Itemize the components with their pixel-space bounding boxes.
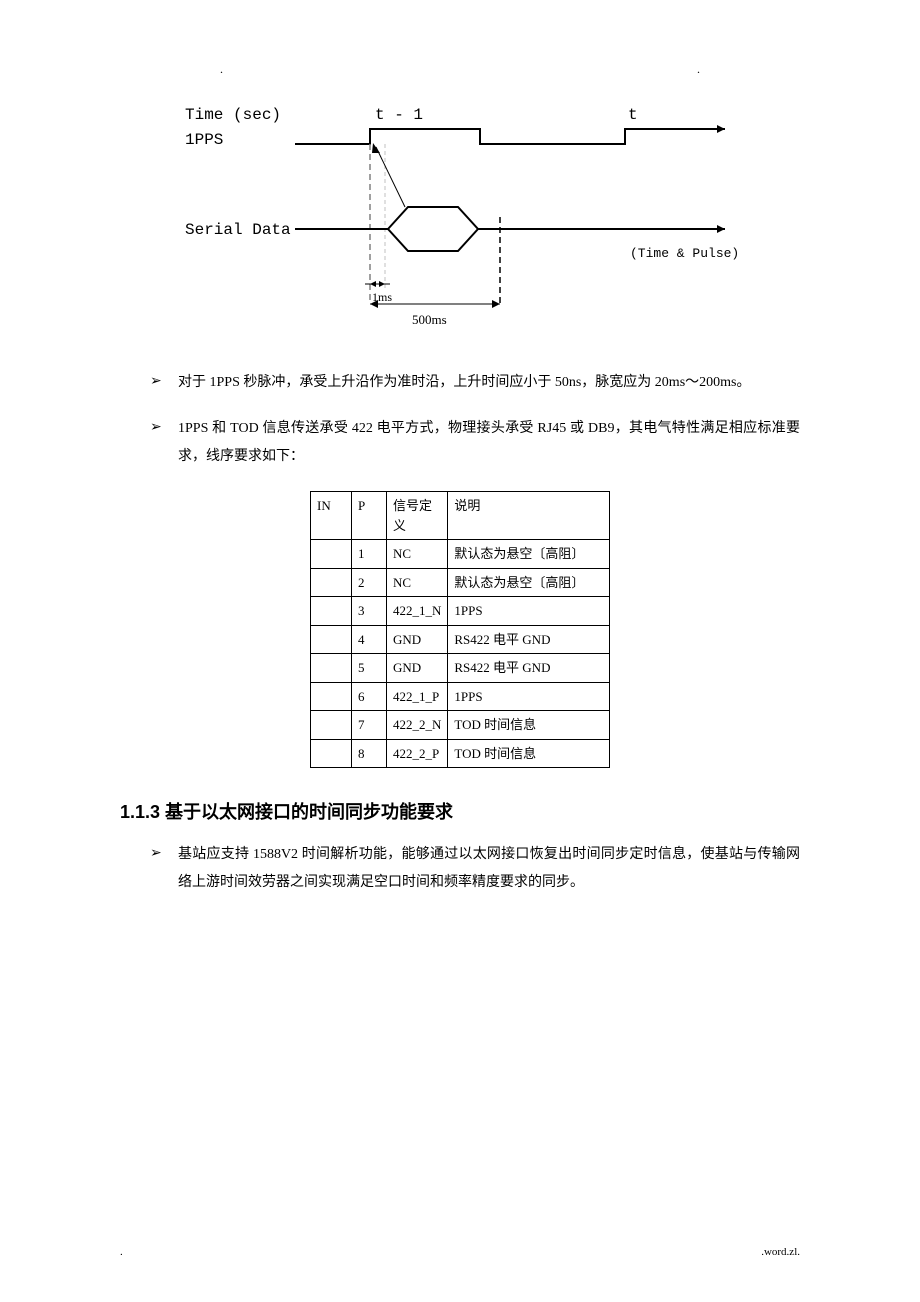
cell-desc: RS422 电平 GND (448, 654, 610, 683)
bullet-item: ➢ 对于 1PPS 秒脉冲，承受上升沿作为准时沿，上升时间应小于 50ns，脉宽… (150, 369, 800, 397)
bullet-text: 1PPS 和 TOD 信息传送承受 422 电平方式，物理接头承受 RJ45 或… (178, 415, 800, 471)
timing-diagram: Time (sec) 1PPS Serial Data t - 1 t (180, 89, 740, 349)
table-row: 3 422_1_N 1PPS (311, 597, 610, 626)
cell-p: 3 (352, 597, 387, 626)
cell-desc: TOD 时间信息 (448, 739, 610, 768)
header-marks: . . (120, 60, 800, 79)
cell-desc: 默认态为悬空〔高阻〕 (448, 540, 610, 569)
time-label: Time (sec) (185, 106, 281, 124)
bullet-arrow-icon: ➢ (150, 415, 178, 471)
cell-sig: 422_2_P (387, 739, 448, 768)
bullet-item: ➢ 1PPS 和 TOD 信息传送承受 422 电平方式，物理接头承受 RJ45… (150, 415, 800, 471)
pps-label: 1PPS (185, 131, 223, 149)
cell-p: 2 (352, 568, 387, 597)
cell-p: 8 (352, 739, 387, 768)
bullet-text: 基站应支持 1588V2 时间解析功能，能够通过以太网接口恢复出时间同步定时信息… (178, 841, 800, 897)
table-header-row: IN P 信号定义 说明 (311, 492, 610, 540)
table-row: 2 NC 默认态为悬空〔高阻〕 (311, 568, 610, 597)
diagram-t-label: t (628, 106, 638, 124)
cell-sig: 422_2_N (387, 711, 448, 740)
header-left: . (120, 60, 323, 79)
bullet-arrow-icon: ➢ (150, 841, 178, 897)
th-p: P (352, 492, 387, 540)
table-row: 8 422_2_P TOD 时间信息 (311, 739, 610, 768)
cell-sig: 422_1_P (387, 682, 448, 711)
footer-right: .word.zl. (761, 1244, 800, 1262)
th-desc: 说明 (448, 492, 610, 540)
footer-left: . (120, 1244, 123, 1262)
table-row: 6 422_1_P 1PPS (311, 682, 610, 711)
cell-sig: 422_1_N (387, 597, 448, 626)
cell-p: 1 (352, 540, 387, 569)
diagram-t-minus-1: t - 1 (375, 106, 423, 124)
bullet-item: ➢ 基站应支持 1588V2 时间解析功能，能够通过以太网接口恢复出时间同步定时… (150, 841, 800, 897)
header-right: . (597, 60, 800, 79)
table-row: 7 422_2_N TOD 时间信息 (311, 711, 610, 740)
cell-desc: 1PPS (448, 597, 610, 626)
cell-p: 7 (352, 711, 387, 740)
th-in: IN (311, 492, 352, 540)
th-sig: 信号定义 (387, 492, 448, 540)
cell-sig: GND (387, 654, 448, 683)
diagram-time-pulse: (Time & Pulse) (630, 246, 739, 261)
cell-sig: GND (387, 625, 448, 654)
table-row: 4 GND RS422 电平 GND (311, 625, 610, 654)
section-heading: 1.1.3 基于以太网接口的时间同步功能要求 (120, 798, 800, 827)
cell-desc: RS422 电平 GND (448, 625, 610, 654)
table-row: 1 NC 默认态为悬空〔高阻〕 (311, 540, 610, 569)
serial-label: Serial Data (185, 221, 291, 239)
bullet-text: 对于 1PPS 秒脉冲，承受上升沿作为准时沿，上升时间应小于 50ns，脉宽应为… (178, 369, 800, 397)
bottom-bullets: ➢ 基站应支持 1588V2 时间解析功能，能够通过以太网接口恢复出时间同步定时… (150, 841, 800, 897)
cell-desc: 默认态为悬空〔高阻〕 (448, 568, 610, 597)
page-footer: . .word.zl. (120, 1244, 800, 1262)
cell-p: 4 (352, 625, 387, 654)
cell-p: 5 (352, 654, 387, 683)
diagram-500ms: 500ms (412, 312, 447, 327)
cell-p: 6 (352, 682, 387, 711)
top-bullets: ➢ 对于 1PPS 秒脉冲，承受上升沿作为准时沿，上升时间应小于 50ns，脉宽… (150, 369, 800, 471)
cell-sig: NC (387, 568, 448, 597)
cell-desc: 1PPS (448, 682, 610, 711)
cell-desc: TOD 时间信息 (448, 711, 610, 740)
table-row: 5 GND RS422 电平 GND (311, 654, 610, 683)
cell-sig: NC (387, 540, 448, 569)
pin-table: IN P 信号定义 说明 1 NC 默认态为悬空〔高阻〕 2 NC 默认态为悬空… (310, 491, 610, 768)
bullet-arrow-icon: ➢ (150, 369, 178, 397)
